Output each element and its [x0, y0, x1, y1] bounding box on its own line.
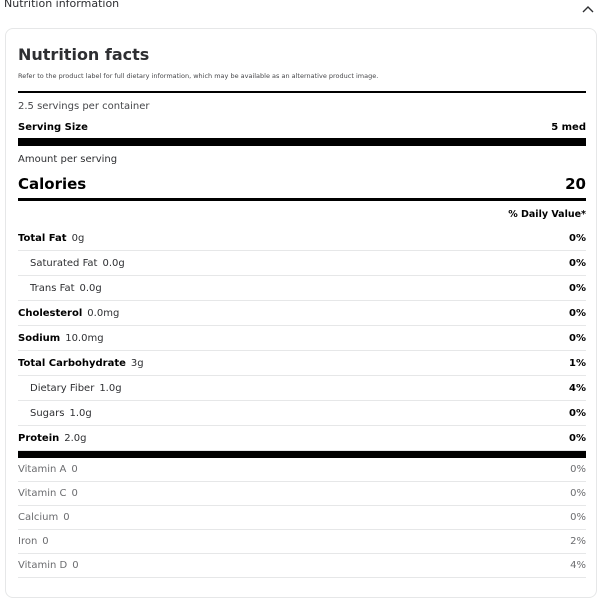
nutrient-name: Trans Fat	[30, 282, 75, 294]
nutrient-amount: 0	[71, 464, 78, 475]
nutrient-label: Iron 0	[18, 536, 49, 547]
nutrient-row: Calcium 0 0%	[18, 506, 586, 530]
nutrient-daily-value: 0%	[569, 307, 586, 319]
nutrient-name: Total Carbohydrate	[18, 357, 126, 369]
nutrient-row: Trans Fat 0.0g 0%	[18, 276, 586, 301]
daily-value-header: % Daily Value*	[508, 208, 586, 220]
nutrient-amount: 0	[71, 488, 78, 499]
nutrient-label: Total Fat 0g	[18, 233, 84, 244]
nutrient-name: Vitamin D	[18, 560, 68, 571]
calories-row: Calories 20	[18, 173, 586, 195]
nutrient-label: Cholesterol 0.0mg	[18, 308, 119, 319]
nutrient-amount: 0	[72, 560, 79, 571]
nutrient-daily-value: 1%	[569, 357, 586, 369]
nutrient-label: Dietary Fiber 1.0g	[18, 383, 122, 394]
nutrient-row: Saturated Fat 0.0g 0%	[18, 251, 586, 276]
nutrient-label: Saturated Fat 0.0g	[18, 258, 125, 269]
nutrition-facts-card: Nutrition facts Refer to the product lab…	[5, 28, 597, 598]
chevron-up-icon[interactable]	[581, 2, 595, 16]
nutrient-daily-value: 0%	[570, 512, 586, 523]
nutrient-row: Vitamin C 0 0%	[18, 482, 586, 506]
nutrient-name: Iron	[18, 536, 38, 547]
serving-size-row: Serving Size 5 med	[18, 120, 586, 134]
nutrient-daily-value: 0%	[569, 332, 586, 344]
nutrient-daily-value: 0%	[570, 488, 586, 499]
serving-size-label: Serving Size	[18, 121, 88, 133]
nutrient-row: Cholesterol 0.0mg 0%	[18, 301, 586, 326]
nutrient-label: Total Carbohydrate 3g	[18, 358, 144, 369]
nutrient-label: Vitamin C 0	[18, 488, 78, 499]
nutrient-daily-value: 0%	[569, 257, 586, 269]
servings-per-container: 2.5 servings per container	[18, 100, 150, 112]
nutrient-amount: 1.0g	[99, 382, 122, 394]
divider	[18, 198, 586, 201]
nutrient-amount: 3g	[130, 357, 144, 369]
nutrient-daily-value: 0%	[569, 407, 586, 419]
nutrient-row: Protein 2.0g 0%	[18, 426, 586, 451]
nutrient-daily-value: 4%	[570, 560, 586, 571]
nutrient-row: Total Carbohydrate 3g 1%	[18, 351, 586, 376]
nutrient-name: Saturated Fat	[30, 257, 98, 269]
divider	[18, 91, 586, 93]
nutrient-label: Vitamin A 0	[18, 464, 78, 475]
nutrient-daily-value: 0%	[570, 464, 586, 475]
serving-size-value: 5 med	[551, 121, 586, 133]
nutrient-label: Trans Fat 0.0g	[18, 283, 102, 294]
thick-divider	[18, 451, 586, 458]
nutrient-row: Vitamin A 0 0%	[18, 458, 586, 482]
nutrient-name: Calcium	[18, 512, 59, 523]
nutrient-amount: 0.0g	[102, 257, 125, 269]
nutrient-daily-value: 4%	[569, 382, 586, 394]
nutrient-row: Iron 0 2%	[18, 530, 586, 554]
disclaimer: Refer to the product label for full diet…	[18, 72, 379, 80]
nutrient-amount: 2.0g	[64, 432, 87, 444]
nutrient-label: Sugars 1.0g	[18, 408, 92, 419]
amount-per-serving: Amount per serving	[18, 153, 118, 165]
nutrient-name: Cholesterol	[18, 307, 83, 319]
nutrient-name: Vitamin C	[18, 488, 67, 499]
nutrient-name: Protein	[18, 432, 60, 444]
nutrient-amount: 0.0g	[79, 282, 102, 294]
nutrient-daily-value: 2%	[570, 536, 586, 547]
nutrient-row: Dietary Fiber 1.0g 4%	[18, 376, 586, 401]
nutrient-row: Sodium 10.0mg 0%	[18, 326, 586, 351]
nutrient-daily-value: 0%	[569, 432, 586, 444]
nutrient-amount: 0.0mg	[87, 307, 120, 319]
nutrient-name: Vitamin A	[18, 464, 67, 475]
nutrient-name: Sugars	[30, 407, 65, 419]
thick-divider	[18, 138, 586, 146]
nutrient-label: Sodium 10.0mg	[18, 333, 104, 344]
nutrient-amount: 0	[63, 512, 70, 523]
nutrient-row: Vitamin D 0 4%	[18, 554, 586, 578]
nutrient-row: Total Fat 0g 0%	[18, 226, 586, 251]
nutrient-daily-value: 0%	[569, 282, 586, 294]
nutrient-label: Calcium 0	[18, 512, 70, 523]
calories-label: Calories	[18, 175, 87, 193]
nutrition-facts-title: Nutrition facts	[18, 45, 150, 64]
nutrient-amount: 1.0g	[69, 407, 92, 419]
nutrient-daily-value: 0%	[569, 232, 586, 244]
calories-value: 20	[565, 175, 586, 193]
nutrient-amount: 10.0mg	[65, 332, 104, 344]
nutrient-label: Protein 2.0g	[18, 433, 87, 444]
nutrient-amount: 0	[42, 536, 49, 547]
nutrient-row: Sugars 1.0g 0%	[18, 401, 586, 426]
nutrient-name: Total Fat	[18, 232, 67, 244]
section-title: Nutrition information	[4, 0, 120, 10]
nutrient-name: Dietary Fiber	[30, 382, 95, 394]
nutrient-label: Vitamin D 0	[18, 560, 79, 571]
nutrient-name: Sodium	[18, 332, 61, 344]
nutrient-amount: 0g	[71, 232, 85, 244]
